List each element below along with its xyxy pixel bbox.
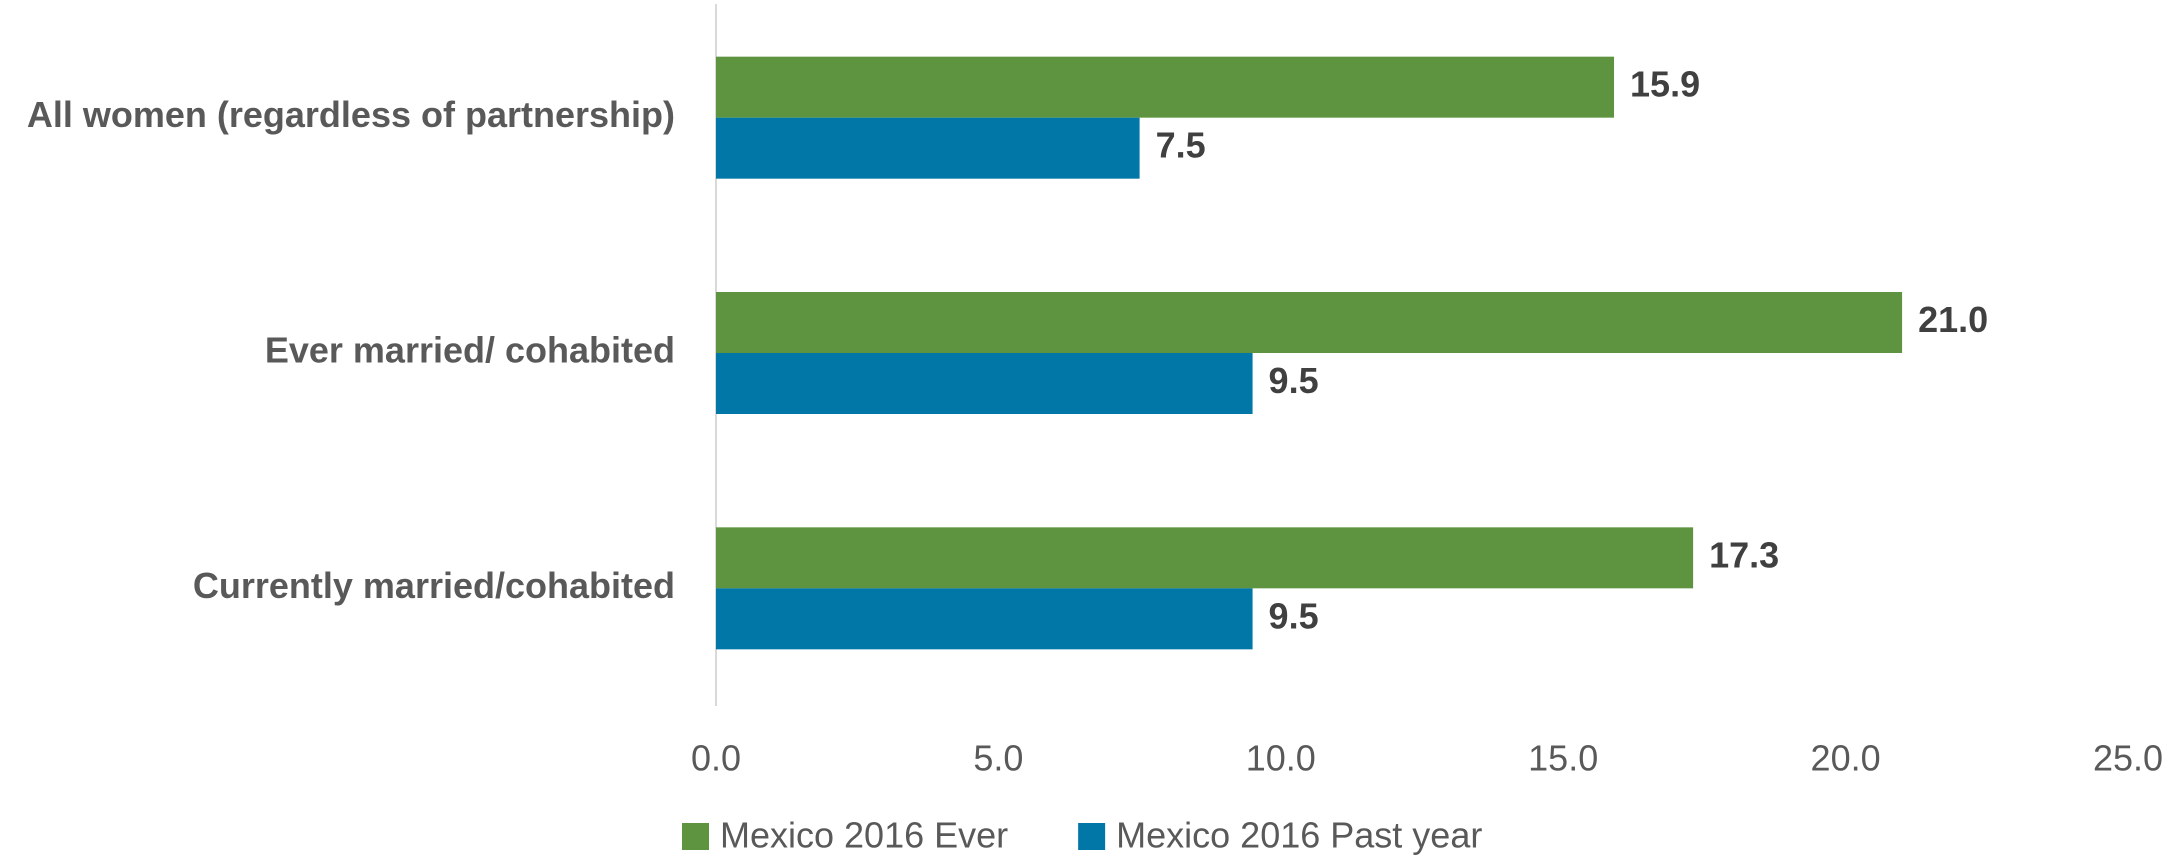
y-tick-label: Currently married/cohabited: [193, 565, 675, 606]
legend-swatch: [1078, 823, 1106, 850]
legend-label: Mexico 2016 Ever: [720, 815, 1008, 856]
x-tick-label: 20.0: [1811, 738, 1881, 779]
y-tick-label: All women (regardless of partnership): [27, 94, 675, 135]
value-label: 7.5: [1156, 125, 1206, 166]
bar: [716, 527, 1694, 589]
x-tick-label: 15.0: [1528, 738, 1598, 779]
x-tick-label: 25.0: [2093, 738, 2163, 779]
bar: [716, 292, 1903, 353]
value-label: 17.3: [1709, 534, 1779, 575]
y-tick-label: Ever married/ cohabited: [265, 330, 675, 371]
legend-label: Mexico 2016 Past year: [1116, 815, 1482, 856]
legend-swatch: [682, 823, 709, 850]
value-label: 15.9: [1630, 64, 1700, 105]
value-label: 9.5: [1269, 595, 1319, 636]
bar: [716, 588, 1253, 650]
bar: [716, 117, 1140, 179]
x-tick-label: 0.0: [691, 738, 741, 779]
x-tick-label: 5.0: [973, 738, 1023, 779]
x-tick-label: 10.0: [1246, 738, 1316, 779]
bar: [716, 353, 1253, 414]
value-label: 21.0: [1918, 299, 1988, 340]
bar: [716, 56, 1615, 118]
value-label: 9.5: [1269, 360, 1319, 401]
